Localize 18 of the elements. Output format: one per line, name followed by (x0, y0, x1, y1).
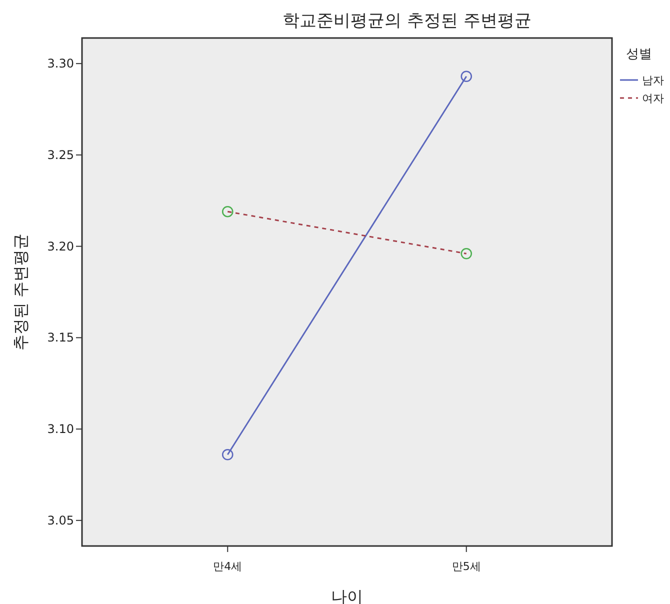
point (222, 448, 234, 460)
point (460, 248, 472, 260)
y-axis-title: 추정된 주변평균 (11, 233, 30, 351)
legend-label: 여자 (642, 92, 664, 105)
point (460, 70, 472, 82)
x-axis-title: 나이 (331, 587, 363, 604)
y-tick-label: 3.30 (47, 56, 74, 71)
x-tick-label: 만5세 (452, 560, 481, 573)
point (222, 206, 234, 218)
chart-title: 학교준비평균의 추정된 주변평균 (282, 11, 532, 31)
legend-label: 남자 (642, 74, 664, 87)
y-tick-label: 3.25 (47, 148, 74, 162)
x-tick-label: 만4세 (213, 560, 242, 573)
y-tick-label: 3.15 (47, 330, 74, 345)
legend-title: 성별 (626, 47, 652, 62)
y-tick-label: 3.05 (47, 513, 74, 528)
y-tick-label: 3.20 (47, 239, 74, 254)
y-tick-label: 3.10 (47, 422, 74, 436)
